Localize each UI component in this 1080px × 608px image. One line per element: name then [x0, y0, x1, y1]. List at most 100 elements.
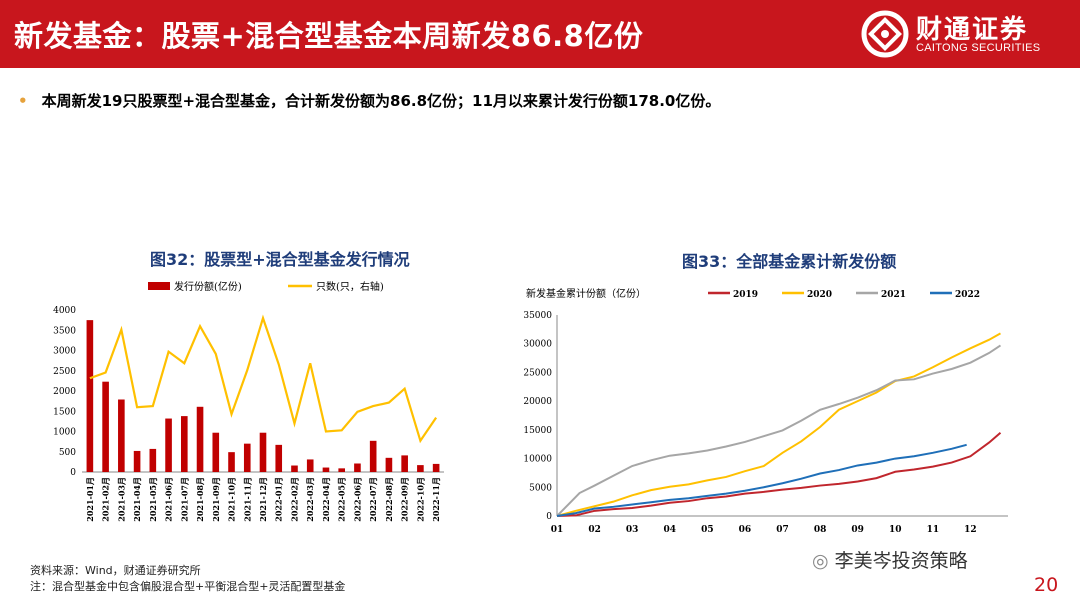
- x-tick-label: 2022-06月: [352, 477, 362, 522]
- legend-swatch-bar: [148, 282, 170, 290]
- y-tick-label: 5000: [529, 483, 552, 493]
- legend-label: 2021: [881, 290, 906, 300]
- summary-text: 本周新发19只股票型+混合型基金，合计新发份额为86.8亿份；11月以来累计发行…: [41, 92, 721, 110]
- header-bar: 新发基金：股票+混合型基金本周新发86.8亿份 财通证券 CAITONG SEC…: [0, 0, 1080, 68]
- figure33-title: 图33：全部基金累计新发份额: [682, 252, 897, 271]
- x-tick-label: 2021-03月: [116, 477, 126, 522]
- bar: [196, 406, 204, 472]
- bar: [385, 457, 393, 472]
- legend-label-line: 只数(只，右轴): [316, 280, 384, 293]
- y-tick-label: 30000: [523, 340, 552, 350]
- x-tick-label: 2022-08月: [384, 477, 394, 522]
- series-line-2022: [556, 443, 967, 517]
- bar: [212, 432, 220, 472]
- bar: [432, 463, 440, 472]
- footnote: 注：混合型基金中包含偏股混合型+平衡混合型+灵活配置型基金: [30, 580, 346, 593]
- y-tick-label: 20000: [523, 397, 552, 407]
- company-logo: 财通证券 CAITONG SECURITIES: [856, 9, 1066, 59]
- x-tick-label: 01: [551, 525, 564, 535]
- x-tick-label: 2022-10月: [415, 477, 425, 522]
- bar: [259, 432, 267, 472]
- logo-text-cn: 财通证券: [916, 15, 1029, 45]
- bar: [102, 381, 109, 472]
- legend-label-bar: 发行份额(亿份): [174, 280, 242, 293]
- bar: [118, 399, 125, 472]
- x-tick-label: 2022-03月: [305, 477, 315, 522]
- y-tick-label: 25000: [523, 368, 552, 378]
- y-tick-label: 10000: [523, 455, 552, 465]
- x-tick-label: 03: [626, 525, 639, 535]
- legend-label: 2020: [807, 290, 832, 300]
- bar: [180, 416, 188, 472]
- x-tick-label: 2022-07月: [368, 477, 378, 522]
- y-tick-label: 3500: [53, 326, 76, 336]
- bar: [291, 465, 298, 472]
- y-tick-label: 3000: [53, 347, 76, 357]
- y-tick-label: 0: [70, 468, 76, 478]
- source-note: 资料来源：Wind，财通证券研究所: [30, 564, 201, 577]
- chart-issuance: 发行份额(亿份) 只数(只，右轴) 0 500 1000 1500 2000 2500 3000…: [53, 280, 444, 522]
- y-tick-label: 2500: [53, 367, 76, 377]
- x-tick-label: 2021-12月: [258, 477, 268, 522]
- legend-label: 2019: [733, 290, 758, 300]
- bar: [354, 463, 361, 472]
- bar: [275, 444, 283, 472]
- y-tick-label: 1000: [53, 428, 76, 438]
- logo-emblem-icon: [861, 10, 909, 58]
- bar: [417, 465, 424, 472]
- bar: [149, 448, 157, 472]
- bar: [401, 455, 408, 472]
- page-title: 新发基金：股票+混合型基金本周新发86.8亿份: [14, 19, 644, 53]
- x-tick-label: 2022-05月: [337, 477, 347, 522]
- x-tick-label: 08: [814, 525, 827, 535]
- x-tick-label: 2021-11月: [242, 477, 252, 522]
- chart-cumulative: 新发基金累计份额（亿份） 2019 2020 2021 2022 0 5000 10000 15…: [523, 287, 1008, 535]
- x-tick-label: 09: [851, 525, 864, 535]
- series-line-2019: [556, 431, 1002, 517]
- watermark: ◎ 李美岑投资策略: [812, 546, 968, 573]
- legend-label: 2022: [955, 290, 980, 300]
- bar: [165, 418, 172, 472]
- bar: [86, 320, 94, 472]
- x-tick-label: 2022-11月: [431, 477, 441, 522]
- series-line-2020: [556, 332, 1001, 517]
- y-tick-label: 2000: [53, 387, 76, 397]
- x-tick-label: 2021-07月: [179, 477, 189, 522]
- y-tick-label: 15000: [523, 426, 552, 436]
- bar: [322, 467, 330, 472]
- bar: [133, 450, 141, 472]
- x-tick-label: 2022-01月: [274, 477, 284, 522]
- x-tick-label: 02: [588, 525, 601, 535]
- x-tick-label: 2021-04月: [132, 477, 142, 522]
- x-tick-label: 04: [663, 525, 676, 535]
- y-tick-label: 35000: [523, 311, 552, 321]
- wechat-icon: ◎: [812, 550, 829, 572]
- x-tick-label: 2021-06月: [164, 477, 174, 522]
- x-tick-label: 12: [964, 525, 977, 535]
- summary-bullet: • 本周新发19只股票型+混合型基金，合计新发份额为86.8亿份；11月以来累计发…: [18, 90, 720, 111]
- bar: [243, 443, 251, 472]
- x-tick-label: 07: [776, 525, 789, 535]
- x-tick-label: 2021-02月: [101, 477, 111, 522]
- y-tick-label: 0: [546, 512, 552, 522]
- x-tick-label: 2022-02月: [289, 477, 299, 522]
- watermark-text: 李美岑投资策略: [834, 550, 968, 572]
- bullet-dot-icon: •: [18, 92, 28, 110]
- x-tick-label: 2022-04月: [321, 477, 331, 522]
- x-tick-label: 05: [701, 525, 714, 535]
- x-tick-label: 2021-09月: [211, 477, 221, 522]
- page-number: 20: [1034, 574, 1059, 596]
- count-line: [89, 314, 438, 444]
- bar: [306, 459, 314, 472]
- x-tick-label: 2021-01月: [85, 477, 95, 522]
- logo-text-en: CAITONG SECURITIES: [916, 42, 1041, 54]
- x-tick-label: 06: [739, 525, 752, 535]
- x-tick-label: 2021-05月: [148, 477, 158, 522]
- x-tick-label: 2021-08月: [195, 477, 205, 522]
- x-tick-label: 11: [927, 525, 940, 535]
- bar: [338, 468, 346, 472]
- y-tick-label: 1500: [53, 407, 76, 417]
- x-tick-label: 10: [889, 525, 902, 535]
- y-tick-label: 500: [59, 448, 76, 458]
- x-tick-label: 2021-10月: [227, 477, 237, 522]
